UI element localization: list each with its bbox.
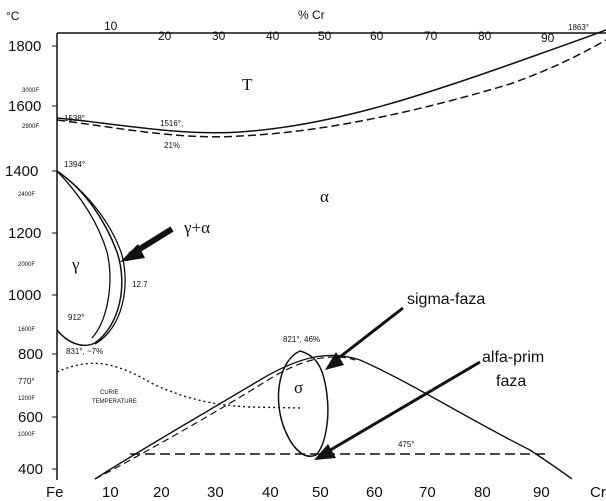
melt-min-temp-label: 1516°,	[160, 119, 183, 128]
melt-fe-label: 1538°	[64, 114, 85, 123]
curie-label-line-1: CURIE	[100, 390, 119, 396]
x-bottom-tick-label: 30	[207, 484, 224, 501]
y-ticks: 1800 1600 1400 1200 1000 800 600 400	[5, 38, 57, 478]
sigma-peak-label: 821°, 46%	[283, 335, 320, 344]
solidus-curve	[56, 39, 606, 138]
x-top-tick-label: 70	[424, 29, 438, 43]
x-top-tick-label: 80	[478, 29, 492, 43]
x-bottom-left-label: Fe	[46, 484, 64, 501]
gamma-limit-label: 12.7	[132, 280, 148, 289]
curie-point-label: 831°, ~7%	[66, 347, 103, 356]
x-bottom-tick-label: 20	[153, 484, 170, 501]
x-bottom-tick-label: 60	[366, 484, 383, 501]
y-tick-label: 1400	[5, 163, 38, 180]
y-unit-label: °C	[6, 9, 20, 23]
y-tick-label: 1000	[8, 287, 41, 304]
x-top-tick-label: 90	[541, 31, 555, 45]
arrow-sigma-phase	[325, 306, 404, 370]
gamma-bottom-label: 912°	[68, 313, 85, 322]
y-tick-label: 1800	[8, 38, 41, 55]
phase-liquid-label: T	[242, 75, 253, 94]
gamma-top-label: 1394°	[64, 160, 85, 169]
gamma-loop-inner-1	[56, 170, 111, 339]
y-tick-f-label: 1200F	[18, 396, 35, 402]
gamma-loop-outer	[56, 170, 123, 347]
x-bottom-tick-label: 80	[474, 484, 491, 501]
y-tick-label: 1600	[8, 98, 41, 115]
y-tick-f-label: 1600F	[18, 327, 35, 333]
liquidus-curve	[56, 29, 606, 134]
annotation-alpha-prime-2: faza	[496, 373, 526, 390]
arrow-gamma-alpha	[120, 226, 174, 262]
y-tick-f-label: 2000F	[18, 262, 35, 268]
y-ticks-fahrenheit: 3000F 2800F 2400F 2000F 1600F 1200F 1000…	[18, 88, 39, 438]
alpha-prime-temp-label: 475°	[398, 440, 415, 449]
x-unit-label: % Cr	[298, 8, 325, 22]
arrow-alpha-prime	[314, 360, 481, 460]
y-tick-f-label: 1000F	[18, 432, 35, 438]
x-bottom-tick-label: 10	[102, 484, 119, 501]
x-bottom-tick-label: 40	[262, 484, 279, 501]
y-tick-label: 1200	[8, 225, 41, 242]
phase-gamma-label: γ	[71, 255, 80, 274]
y-tick-label: 400	[18, 461, 43, 478]
x-bottom-tick-label: 70	[419, 484, 436, 501]
x-ticks-top: 10 20 30 40 50 60 70 80 90	[104, 19, 555, 45]
y-tick-f-label: 2400F	[18, 192, 35, 198]
gamma-loop-inner-2	[56, 170, 126, 345]
curie-line	[56, 362, 301, 409]
melt-min-pct-label: 21%	[164, 141, 180, 150]
y-tick-f-label: 2800F	[22, 124, 39, 130]
phase-sigma-label: σ	[294, 378, 303, 397]
x-top-tick-label: 20	[158, 29, 172, 43]
melt-cr-label: 1863°	[568, 23, 589, 32]
annotation-sigma-phase: sigma-faza	[407, 291, 485, 308]
y-tick-f-label: 3000F	[22, 88, 39, 94]
y-tick-label: 800	[18, 346, 43, 363]
curie-label-line-2: TEMPERATURE	[92, 399, 137, 405]
x-top-tick-label: 10	[104, 19, 118, 33]
y-tick-label: 600	[18, 409, 43, 426]
x-top-tick-label: 40	[266, 29, 280, 43]
x-top-tick-label: 50	[318, 29, 332, 43]
y-tick-770: 770°	[18, 377, 35, 386]
annotation-alpha-prime-1: alfa-prim	[482, 349, 544, 366]
x-ticks-bottom: Fe 10 20 30 40 50 60 70 80 90 Cr	[46, 484, 606, 501]
x-top-tick-label: 60	[370, 29, 384, 43]
x-top-tick-label: 30	[212, 29, 226, 43]
sigma-dome-outer	[94, 354, 573, 480]
x-bottom-right-label: Cr	[590, 484, 606, 501]
phase-gamma-alpha-label: γ+α	[183, 218, 210, 237]
phase-alpha-label: α	[320, 187, 329, 206]
x-bottom-tick-label: 50	[312, 484, 329, 501]
sigma-dome-dashed	[94, 356, 356, 480]
x-bottom-tick-label: 90	[533, 484, 550, 501]
